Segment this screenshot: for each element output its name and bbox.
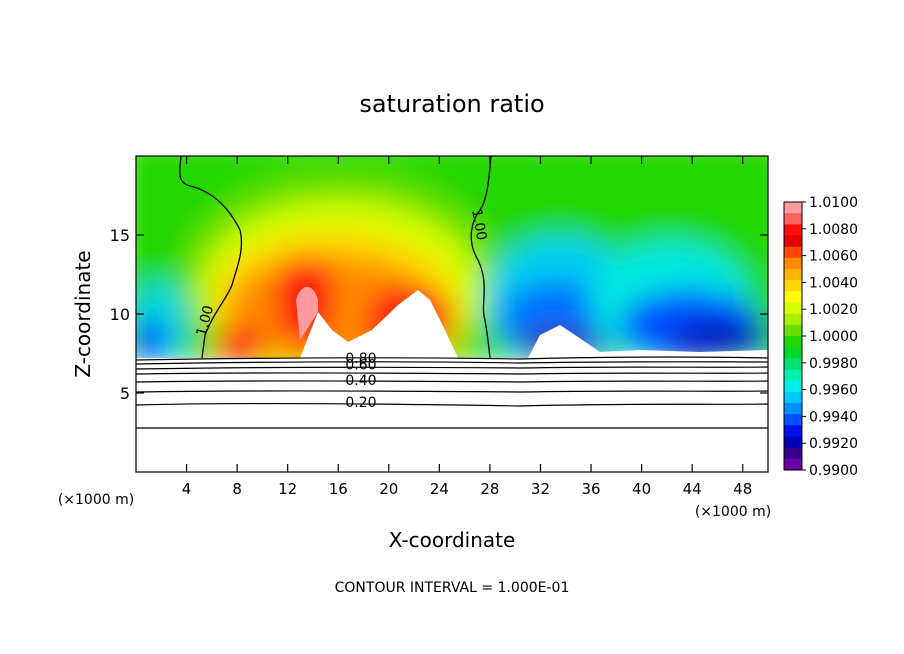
colorbar-label: 0.9960 bbox=[809, 383, 858, 399]
chart-title: saturation ratio bbox=[359, 90, 544, 118]
x-tick-label: 36 bbox=[581, 480, 600, 498]
colorbar-label: 1.0100 bbox=[809, 195, 858, 211]
x-tick-label: 28 bbox=[480, 480, 499, 498]
colorbar-swatch bbox=[784, 291, 802, 303]
colorbar-swatch bbox=[784, 391, 802, 404]
colorbar-swatch bbox=[784, 224, 802, 236]
colorbar-labels: 1.0100 1.0080 1.0060 1.0040 1.0020 1.0000 0.99… bbox=[802, 195, 858, 479]
x-tick-label: 44 bbox=[683, 480, 702, 498]
white-region-left bbox=[300, 290, 458, 358]
colorbar-swatch bbox=[784, 447, 802, 460]
colorbar-swatch bbox=[784, 369, 802, 382]
colorbar-label: 1.0000 bbox=[809, 329, 858, 345]
colorbar-swatch bbox=[784, 269, 802, 281]
colorbar-label: 0.9900 bbox=[809, 463, 858, 479]
colorbar-swatch bbox=[784, 280, 802, 292]
colorbar-swatch bbox=[784, 336, 802, 348]
contour-line-0.20 bbox=[136, 402, 768, 407]
contour-line-0.80 bbox=[136, 356, 768, 361]
heatmap-field bbox=[136, 156, 768, 472]
contour-label: 1.00 bbox=[194, 304, 218, 338]
contour-labels: 1.00 1.00 0.800.600.40 0.20 bbox=[194, 208, 490, 411]
x-tick-label: 20 bbox=[379, 480, 398, 498]
white-region-right bbox=[528, 325, 768, 362]
colorbar-swatch bbox=[784, 458, 802, 471]
x-tick-label: 24 bbox=[430, 480, 449, 498]
colorbar bbox=[783, 201, 803, 471]
lower-white-band bbox=[136, 358, 768, 472]
colorbar-swatch bbox=[784, 246, 802, 259]
colorbar-swatch bbox=[784, 380, 802, 393]
colorbar-swatch bbox=[784, 235, 802, 248]
colorbar-swatch bbox=[784, 257, 802, 270]
colorbar-swatch bbox=[784, 414, 802, 426]
y-axis: 5 10 15 bbox=[110, 226, 768, 403]
colorbar-swatch bbox=[784, 324, 802, 337]
y-tick-label: 10 bbox=[110, 305, 130, 324]
colorbar-label: 1.0060 bbox=[809, 249, 858, 265]
colorbar-label: 0.9920 bbox=[809, 436, 858, 452]
contour-line-0.50 bbox=[136, 372, 768, 375]
y-tick-label: 15 bbox=[110, 226, 130, 245]
contour-label: 0.80 bbox=[345, 351, 376, 367]
x-tick-label: 40 bbox=[632, 480, 651, 498]
colorbar-swatch bbox=[784, 313, 802, 326]
contour-line-0.70 bbox=[136, 361, 768, 365]
x-unit-left: (×1000 m) bbox=[58, 492, 134, 508]
colorbar-swatch bbox=[784, 358, 802, 370]
contour-label: 0.20 bbox=[345, 395, 376, 411]
contour-interval-footer: CONTOUR INTERVAL = 1.000E-01 bbox=[335, 580, 570, 596]
colorbar-label: 1.0020 bbox=[809, 302, 858, 318]
colorbar-swatch bbox=[784, 403, 802, 415]
x-tick-label: 48 bbox=[733, 480, 752, 498]
contour-line-0.60 bbox=[136, 366, 768, 370]
contour-line-0.40 bbox=[136, 380, 768, 383]
pink-core-left bbox=[296, 286, 318, 340]
contour-line-1.00-left bbox=[179, 156, 243, 359]
contour-label: 0.60 bbox=[345, 357, 376, 373]
x-axis: 4 8 12 16 20 24 28 32 36 40 44 48 bbox=[182, 156, 752, 498]
contour-label: 1.00 bbox=[468, 208, 489, 241]
colorbar-label: 1.0040 bbox=[809, 275, 858, 291]
x-tick-label: 12 bbox=[278, 480, 297, 498]
colorbar-label: 0.9980 bbox=[809, 356, 858, 372]
colorbar-swatch bbox=[784, 436, 802, 449]
contour-label: 0.40 bbox=[345, 373, 376, 389]
x-tick-label: 32 bbox=[531, 480, 550, 498]
colorbar-swatch bbox=[784, 202, 802, 214]
colorbar-swatch bbox=[784, 213, 802, 225]
contour-line-0.30 bbox=[136, 390, 768, 393]
x-tick-label: 8 bbox=[232, 480, 242, 498]
y-tick-label: 5 bbox=[120, 384, 130, 403]
colorbar-label: 0.9940 bbox=[809, 409, 858, 425]
x-axis-label: X-coordinate bbox=[389, 528, 516, 552]
y-axis-label: Z-coordinate bbox=[71, 250, 95, 377]
colorbar-swatch bbox=[784, 425, 802, 437]
x-tick-label: 4 bbox=[182, 480, 192, 498]
contour-line-1.00-right bbox=[470, 156, 492, 359]
x-tick-label: 16 bbox=[329, 480, 348, 498]
x-unit-right: (×1000 m) bbox=[695, 504, 771, 520]
colorbar-swatch bbox=[784, 302, 802, 315]
colorbar-label: 1.0080 bbox=[809, 222, 858, 238]
colorbar-swatch bbox=[784, 347, 802, 359]
